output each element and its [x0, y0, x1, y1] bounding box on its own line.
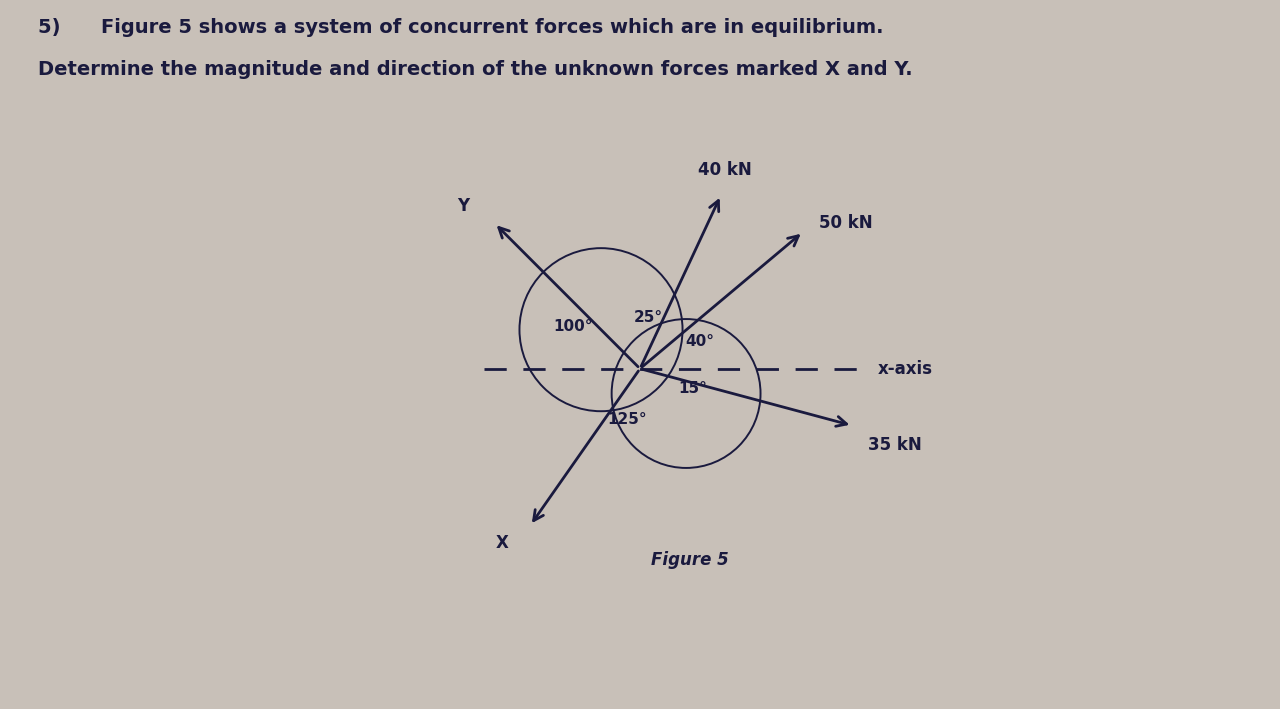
Text: 35 kN: 35 kN	[868, 437, 922, 454]
Text: Y: Y	[457, 196, 468, 215]
Text: Figure 5: Figure 5	[650, 551, 728, 569]
Text: 15°: 15°	[678, 381, 708, 396]
Text: 50 kN: 50 kN	[819, 214, 872, 233]
Text: 25°: 25°	[634, 310, 663, 325]
Text: Determine the magnitude and direction of the unknown forces marked X and Y.: Determine the magnitude and direction of…	[38, 60, 913, 79]
Text: 5)      Figure 5 shows a system of concurrent forces which are in equilibrium.: 5) Figure 5 shows a system of concurrent…	[38, 18, 884, 37]
Text: 40°: 40°	[686, 334, 714, 350]
Text: X: X	[495, 534, 508, 552]
Text: 100°: 100°	[553, 318, 593, 334]
Text: 40 kN: 40 kN	[698, 162, 751, 179]
Text: x-axis: x-axis	[878, 359, 933, 378]
Text: 125°: 125°	[608, 412, 648, 428]
